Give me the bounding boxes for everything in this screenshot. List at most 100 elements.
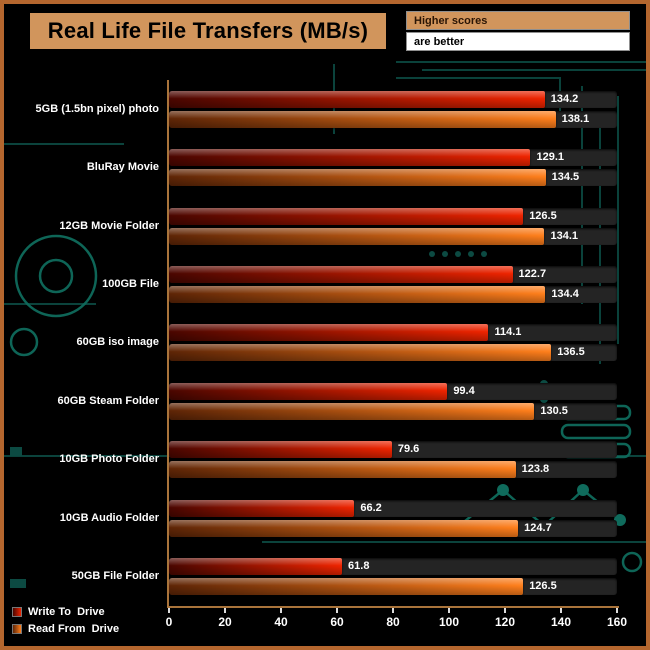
category-label: 5GB (1.5bn pixel) photo — [35, 102, 159, 115]
value-label: 138.1 — [561, 112, 590, 125]
value-label: 134.4 — [551, 288, 579, 301]
bar-pair: 126.5 134.1 — [169, 207, 617, 245]
note-are-better: are better — [406, 32, 630, 51]
bar-group: 60GB iso image 114.1 136.5 — [4, 314, 617, 372]
category-label: 10GB Photo Folder — [59, 453, 159, 466]
value-label: 134.5 — [551, 171, 580, 184]
write-bar — [169, 499, 355, 517]
read-bar — [169, 169, 546, 187]
bar-group: 10GB Audio Folder 66.2 124.7 — [4, 489, 617, 547]
read-bar — [169, 519, 519, 537]
note-higher-scores: Higher scores — [406, 11, 630, 30]
bar-pair: 122.7 134.4 — [169, 266, 617, 304]
write-bar — [169, 324, 489, 342]
bar-pair: 66.2 124.7 — [169, 499, 617, 537]
bar-chart-area: 5GB (1.5bn pixel) photo 134.2 138.1 BluRay … — [4, 80, 617, 606]
value-label: 99.4 — [453, 384, 475, 397]
x-tick-label: 140 — [550, 615, 572, 629]
write-bar-row: 134.2 — [169, 90, 617, 108]
read-bar — [169, 110, 556, 128]
x-tick-label: 80 — [386, 615, 400, 629]
bar-group: 10GB Photo Folder 79.6 123.8 — [4, 431, 617, 489]
value-label: 114.1 — [494, 326, 522, 339]
write-bar-row: 126.5 — [169, 207, 617, 225]
legend-item-write: Write To Drive — [12, 605, 119, 619]
legend-label: Read From Drive — [28, 623, 120, 635]
write-bar — [169, 558, 343, 576]
x-tick-mark — [392, 608, 394, 613]
value-label: 123.8 — [521, 463, 550, 476]
read-bar-row: 123.8 — [169, 461, 617, 479]
x-tick-label: 60 — [330, 615, 344, 629]
category-label: 50GB File Folder — [71, 570, 159, 583]
read-bar-row: 130.5 — [169, 402, 617, 420]
x-tick-mark — [280, 608, 282, 613]
bar-group: 12GB Movie Folder 126.5 134.1 — [4, 197, 617, 255]
x-tick-mark — [448, 608, 450, 613]
category-label: 100GB File — [102, 278, 159, 291]
read-bar — [169, 402, 535, 420]
value-label: 124.7 — [524, 521, 552, 534]
x-tick-label: 100 — [438, 615, 460, 629]
write-bar — [169, 441, 392, 459]
write-bar-row: 129.1 — [169, 149, 617, 167]
y-axis-line — [167, 80, 169, 608]
bar-group: 5GB (1.5bn pixel) photo 134.2 138.1 — [4, 80, 617, 138]
write-bar — [169, 382, 448, 400]
x-tick-label: 160 — [606, 615, 628, 629]
read-bar — [169, 227, 545, 245]
bar-group: 50GB File Folder 61.8 126.5 — [4, 548, 617, 606]
x-tick-mark — [504, 608, 506, 613]
write-bar — [169, 90, 545, 108]
category-label: 60GB Steam Folder — [57, 394, 159, 407]
bar-pair: 114.1 136.5 — [169, 324, 617, 362]
bar-group: 60GB Steam Folder 99.4 130.5 — [4, 372, 617, 430]
x-tick-mark — [560, 608, 562, 613]
category-label: BluRay Movie — [86, 161, 159, 174]
category-label: 12GB Movie Folder — [59, 219, 159, 232]
x-axis: 0 20 40 60 80 100 120 140 160 — [166, 608, 627, 640]
read-bar-row: 134.4 — [169, 286, 617, 304]
x-axis-line — [167, 606, 619, 608]
x-tick-mark — [616, 608, 618, 613]
read-bar-row: 134.1 — [169, 227, 617, 245]
value-label: 61.8 — [348, 560, 370, 573]
value-label: 134.1 — [550, 229, 578, 242]
x-tick-label: 20 — [218, 615, 232, 629]
category-label: 60GB iso image — [76, 336, 159, 349]
bar-pair: 129.1 134.5 — [169, 149, 617, 187]
read-swatch-icon — [12, 624, 22, 634]
write-bar — [169, 207, 524, 225]
read-bar — [169, 286, 546, 304]
value-label: 126.5 — [529, 580, 557, 593]
write-bar-row: 122.7 — [169, 266, 617, 284]
chart-legend: Write To Drive Read From Drive — [12, 605, 119, 636]
value-label: 134.2 — [550, 92, 579, 105]
x-tick-mark — [224, 608, 226, 613]
value-label: 66.2 — [360, 501, 382, 514]
x-tick-mark — [336, 608, 338, 613]
x-tick-label: 0 — [165, 615, 173, 629]
write-bar — [169, 266, 513, 284]
x-tick-label: 40 — [274, 615, 288, 629]
value-label: 129.1 — [536, 151, 564, 164]
write-bar-row: 79.6 — [169, 441, 617, 459]
bar-pair: 61.8 126.5 — [169, 558, 617, 596]
read-bar-row: 136.5 — [169, 344, 617, 362]
value-label: 136.5 — [557, 346, 585, 359]
value-label: 122.7 — [518, 268, 547, 281]
bar-group: BluRay Movie 129.1 134.5 — [4, 138, 617, 196]
value-label: 126.5 — [529, 209, 557, 222]
read-bar — [169, 461, 516, 479]
legend-item-read: Read From Drive — [12, 622, 119, 636]
value-label: 130.5 — [540, 404, 568, 417]
bar-pair: 134.2 138.1 — [169, 90, 617, 128]
read-bar-row: 124.7 — [169, 519, 617, 537]
read-bar-row: 138.1 — [169, 110, 617, 128]
bar-pair: 79.6 123.8 — [169, 441, 617, 479]
write-bar-row: 99.4 — [169, 382, 617, 400]
read-bar — [169, 578, 524, 596]
bar-pair: 99.4 130.5 — [169, 382, 617, 420]
read-bar-row: 126.5 — [169, 578, 617, 596]
